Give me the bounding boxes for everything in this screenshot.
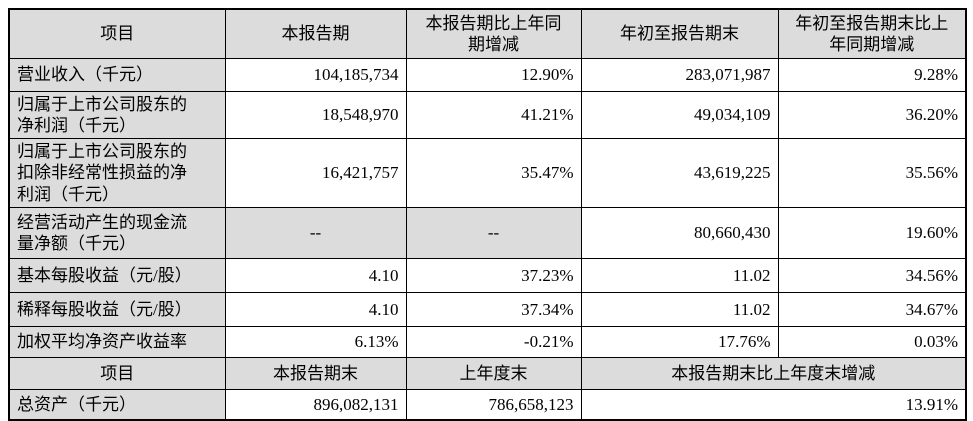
- cell-ytd: 80,660,430: [580, 206, 779, 259]
- header2-change: 本报告期末比上年度末增减: [580, 356, 967, 390]
- cell-ytd: 49,034,109: [580, 90, 779, 139]
- cell-current-period-yoy: 37.23%: [405, 257, 582, 293]
- header2-item: 项目: [8, 356, 226, 390]
- table-header-row-period-end: 项目 本报告期末 上年度末 本报告期末比上年度末增减: [8, 356, 967, 390]
- cell-ytd-yoy: 35.56%: [777, 138, 967, 208]
- cell-current-period-yoy: -0.21%: [405, 325, 582, 358]
- cell-ytd: 283,071,987: [580, 57, 779, 92]
- cell-current-period: 16,421,757: [224, 138, 407, 208]
- cell-ytd: 43,619,225: [580, 138, 779, 208]
- cell-ytd-yoy: 36.20%: [777, 90, 967, 139]
- table-header-row-period: 项目 本报告期 本报告期比上年同 期增减 年初至报告期末 年初至报告期末比上 年…: [8, 8, 967, 59]
- row-label: 归属于上市公司股东的 净利润（千元）: [8, 90, 226, 139]
- table-row-total-assets: 总资产（千元） 896,082,131 786,658,123 13.91%: [8, 388, 967, 421]
- cell-current-period: 4.10: [224, 257, 407, 293]
- table-row-revenue: 营业收入（千元） 104,185,734 12.90% 283,071,987 …: [8, 57, 967, 92]
- cell-ytd-yoy: 9.28%: [777, 57, 967, 92]
- cell-ytd-yoy: 19.60%: [777, 206, 967, 259]
- cell-change: 13.91%: [580, 388, 967, 421]
- cell-current-period: 4.10: [224, 291, 407, 327]
- header-current-period-yoy: 本报告期比上年同 期增减: [405, 8, 582, 59]
- cell-period-end: 896,082,131: [224, 388, 407, 421]
- table-row-basic-eps: 基本每股收益（元/股） 4.10 37.23% 11.02 34.56%: [8, 257, 967, 293]
- table-row-net-profit-excl-nonrecurring: 归属于上市公司股东的 扣除非经常性损益的净 利润（千元） 16,421,757 …: [8, 138, 967, 208]
- header-ytd: 年初至报告期末: [580, 8, 779, 59]
- cell-ytd-yoy: 34.67%: [777, 291, 967, 327]
- row-label: 归属于上市公司股东的 扣除非经常性损益的净 利润（千元）: [8, 138, 226, 208]
- header-item: 项目: [8, 8, 226, 59]
- header2-period-end: 本报告期末: [224, 356, 407, 390]
- table-row-diluted-eps: 稀释每股收益（元/股） 4.10 37.34% 11.02 34.67%: [8, 291, 967, 327]
- header-current-period: 本报告期: [224, 8, 407, 59]
- cell-prior-year-end: 786,658,123: [405, 388, 582, 421]
- cell-current-period: 18,548,970: [224, 90, 407, 139]
- row-label: 经营活动产生的现金流 量净额（千元）: [8, 206, 226, 259]
- table-row-net-profit: 归属于上市公司股东的 净利润（千元） 18,548,970 41.21% 49,…: [8, 90, 967, 139]
- cell-current-period-yoy: 12.90%: [405, 57, 582, 92]
- cell-current-period-placeholder: --: [224, 206, 407, 259]
- cell-ytd-yoy: 34.56%: [777, 257, 967, 293]
- cell-ytd: 11.02: [580, 257, 779, 293]
- table-row-weighted-roe: 加权平均净资产收益率 6.13% -0.21% 17.76% 0.03%: [8, 325, 967, 358]
- cell-ytd: 17.76%: [580, 325, 779, 358]
- row-label: 加权平均净资产收益率: [8, 325, 226, 358]
- cell-current-period: 104,185,734: [224, 57, 407, 92]
- cell-ytd: 11.02: [580, 291, 779, 327]
- header-ytd-yoy: 年初至报告期末比上 年同期增减: [777, 8, 967, 59]
- cell-current-period-yoy: 41.21%: [405, 90, 582, 139]
- table-row-operating-cash-flow: 经营活动产生的现金流 量净额（千元） -- -- 80,660,430 19.6…: [8, 206, 967, 259]
- cell-current-period-yoy-placeholder: --: [405, 206, 582, 259]
- cell-ytd-yoy: 0.03%: [777, 325, 967, 358]
- cell-current-period: 6.13%: [224, 325, 407, 358]
- row-label: 基本每股收益（元/股）: [8, 257, 226, 293]
- header2-prior-year-end: 上年度末: [405, 356, 582, 390]
- row-label: 稀释每股收益（元/股）: [8, 291, 226, 327]
- row-label: 总资产（千元）: [8, 388, 226, 421]
- row-label: 营业收入（千元）: [8, 57, 226, 92]
- cell-current-period-yoy: 35.47%: [405, 138, 582, 208]
- cell-current-period-yoy: 37.34%: [405, 291, 582, 327]
- financial-summary-table: 项目 本报告期 本报告期比上年同 期增减 年初至报告期末 年初至报告期末比上 年…: [8, 8, 967, 421]
